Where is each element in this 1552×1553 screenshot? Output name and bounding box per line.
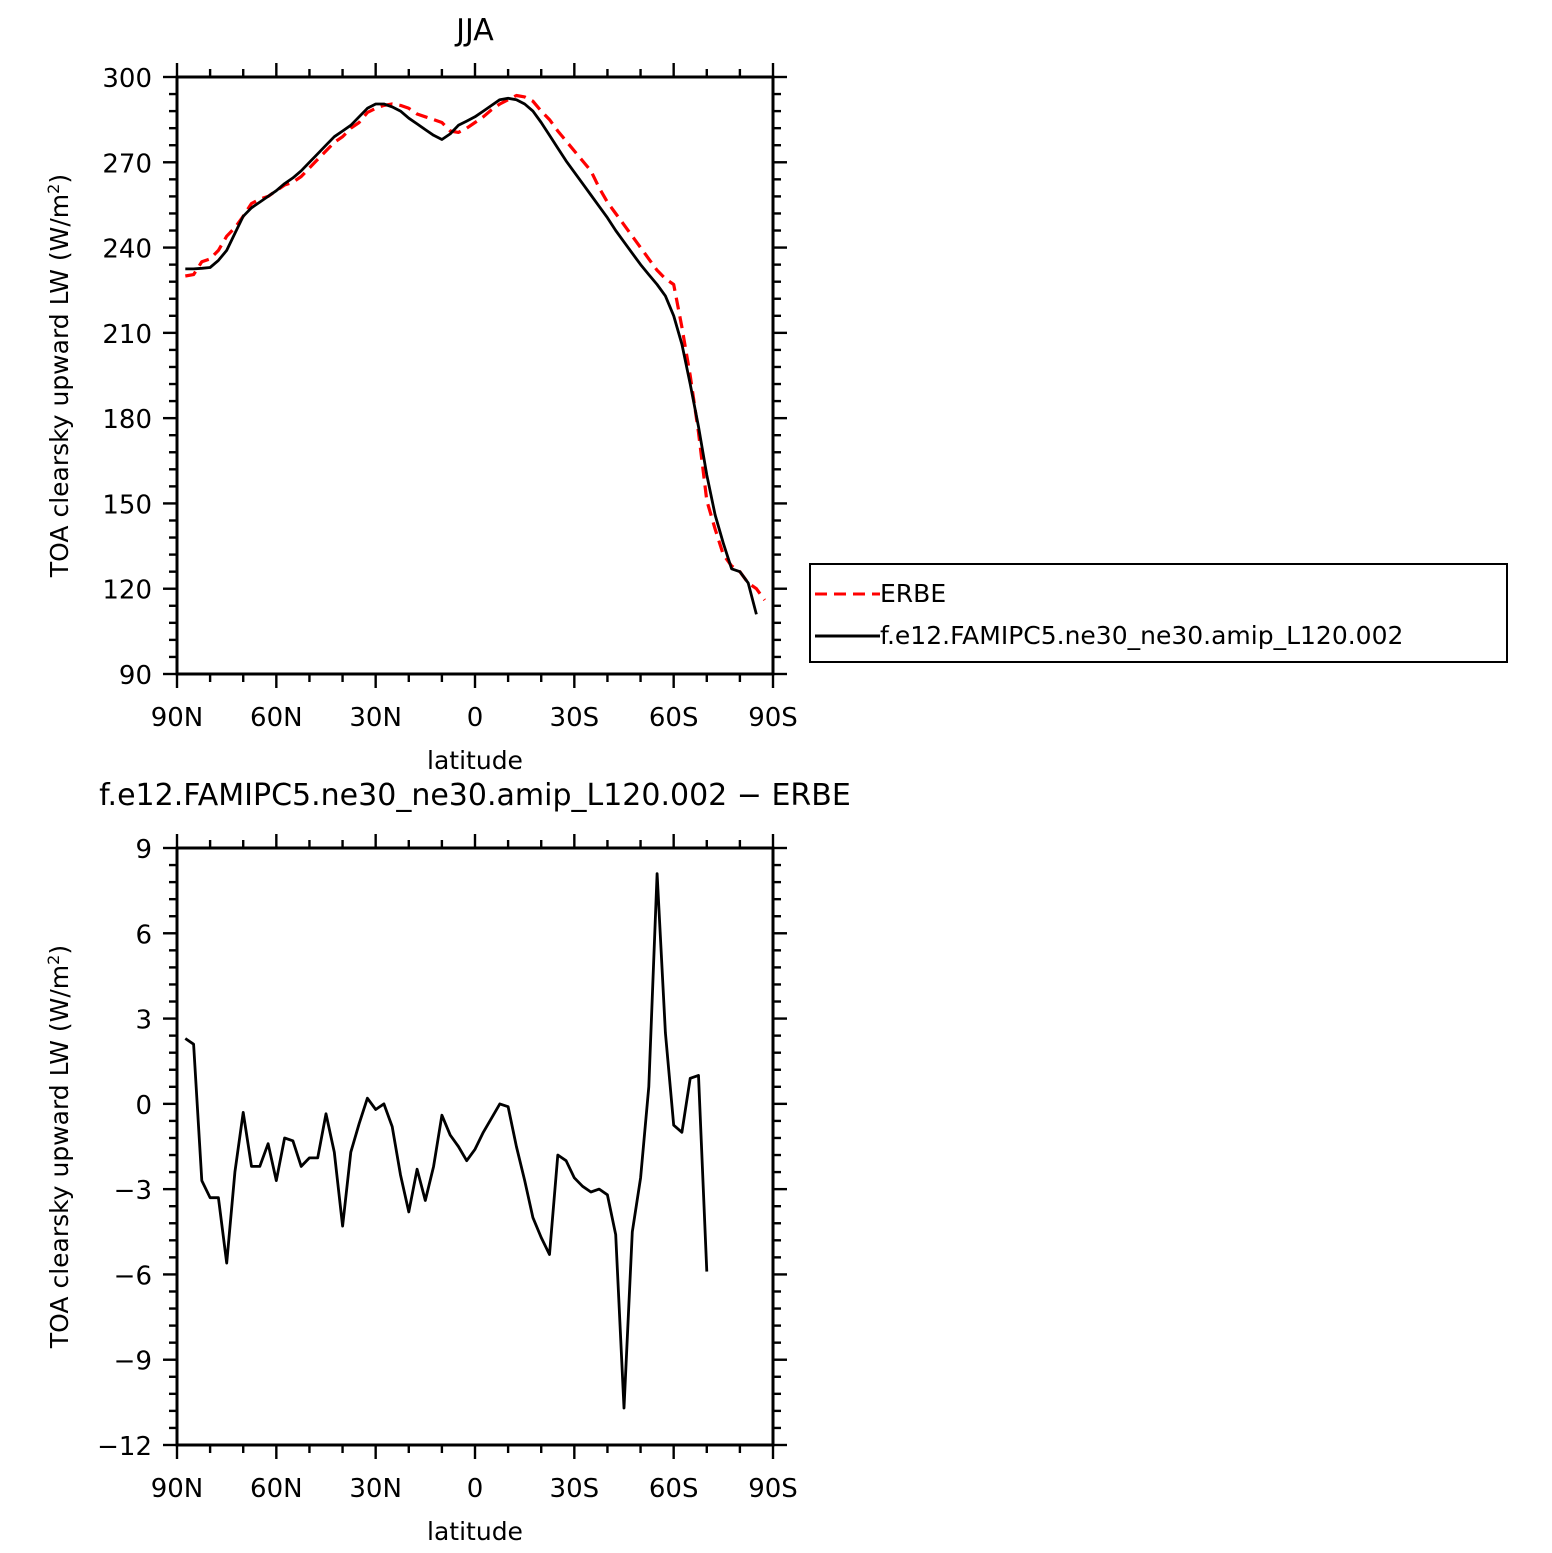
- x-tick-label: 60S: [649, 703, 699, 733]
- y-tick-label: 150: [102, 490, 152, 520]
- chart-title: f.e12.FAMIPC5.ne30_ne30.amip_L120.002 − …: [99, 778, 851, 813]
- y-tick-label: 3: [135, 1006, 152, 1036]
- y-tick-label: −12: [97, 1432, 152, 1462]
- x-tick-label: 30S: [550, 703, 600, 733]
- y-axis-label: TOA clearsky upward LW (W/m2): [44, 945, 75, 1349]
- series-line-difference: [184, 872, 709, 1410]
- x-tick-label: 60N: [250, 703, 303, 733]
- y-tick-label: 6: [135, 920, 152, 950]
- x-tick-label: 90N: [151, 703, 204, 733]
- legend: ERBE f.e12.FAMIPC5.ne30_ne30.amip_L120.00…: [809, 563, 1508, 663]
- legend-label: f.e12.FAMIPC5.ne30_ne30.amip_L120.002: [880, 621, 1403, 650]
- series-line-erbe: [185, 93, 766, 602]
- x-tick-label: 30N: [349, 1474, 402, 1504]
- chart-title: JJA: [454, 13, 494, 48]
- x-tick-label: 30S: [550, 1474, 600, 1504]
- x-tick-label: 90N: [151, 1474, 204, 1504]
- x-tick-label: 60N: [250, 1474, 303, 1504]
- y-tick-label: −9: [114, 1347, 152, 1377]
- y-tick-label: 90: [119, 661, 152, 691]
- x-tick-label: 60S: [649, 1474, 699, 1504]
- x-axis-label: latitude: [427, 1517, 523, 1546]
- y-tick-label: −3: [114, 1176, 152, 1206]
- y-tick-label: 300: [102, 64, 152, 94]
- series-line-model: [185, 96, 758, 615]
- y-tick-label: 270: [102, 149, 152, 179]
- y-tick-label: 210: [102, 320, 152, 350]
- legend-box: [809, 563, 1508, 663]
- plot-frame: [175, 75, 775, 676]
- y-tick-label: 180: [102, 405, 152, 435]
- y-tick-label: 240: [102, 235, 152, 265]
- y-tick-label: −6: [114, 1261, 152, 1291]
- x-tick-label: 90S: [748, 703, 798, 733]
- legend-label: ERBE: [880, 579, 946, 608]
- x-tick-label: 0: [467, 703, 484, 733]
- y-tick-label: 0: [135, 1091, 152, 1121]
- bottom-panel: 90N 60N 30N 0 30S 60S 90S −12 −9 −6 −3 0 3 6 9 f.e12.FA…: [44, 778, 851, 1546]
- x-axis-label: latitude: [427, 746, 523, 775]
- top-panel: 90N 60N 30N 0 30S 60S 90S 90 120 150 180 210 240 270 3…: [44, 13, 798, 775]
- x-tick-label: 90S: [748, 1474, 798, 1504]
- y-tick-label: 9: [135, 835, 152, 865]
- y-tick-label: 120: [102, 576, 152, 606]
- x-tick-label: 0: [467, 1474, 484, 1504]
- x-tick-label: 30N: [349, 703, 402, 733]
- y-axis-label: TOA clearsky upward LW (W/m2): [44, 174, 75, 578]
